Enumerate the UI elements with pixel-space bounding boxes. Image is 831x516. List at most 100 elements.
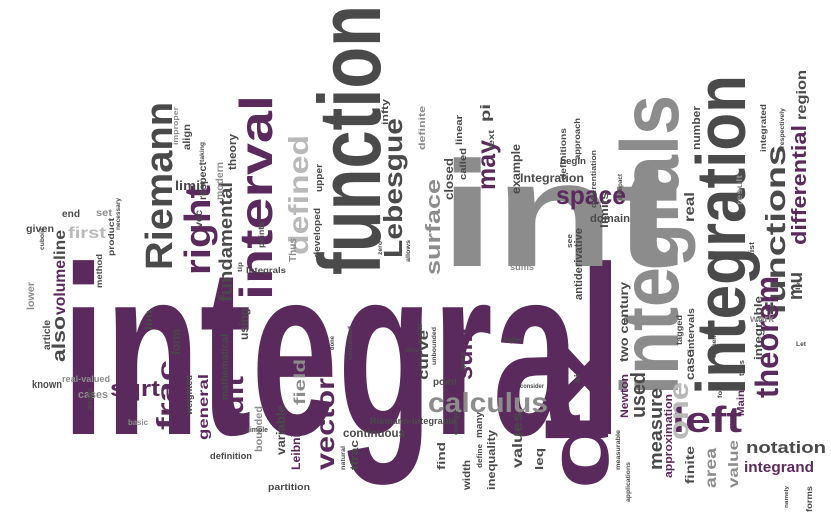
word-text: text <box>487 130 496 150</box>
word-continuous: continuous <box>343 426 405 440</box>
word-integrand: integrand <box>744 459 814 476</box>
word-scalar: scalar <box>417 323 424 345</box>
word-differential: differential <box>789 125 811 245</box>
word-Riemann-integrable: Riemann-integrable <box>370 416 456 426</box>
word-see: see <box>567 234 574 248</box>
word-tfrac: tfrac <box>349 440 361 470</box>
word-left: left <box>672 399 742 440</box>
word-defined: defined <box>283 135 314 255</box>
word-antiderivative: antiderivative <box>573 228 585 300</box>
word-limit: limit <box>175 178 206 193</box>
word-end: end <box>62 209 80 220</box>
word-function: function <box>300 5 399 275</box>
word-vector: vector <box>310 378 340 470</box>
word-work: work <box>749 314 774 325</box>
word-taking: taking <box>200 142 206 162</box>
word-wedge: wedge <box>87 388 94 411</box>
word-calculated: calculated <box>348 326 354 360</box>
word-simple: simple <box>246 427 268 434</box>
word-measure: measure <box>646 388 666 470</box>
word-thus: thus <box>739 360 746 376</box>
word-value: value <box>725 440 741 488</box>
word-zero: zero <box>378 241 384 255</box>
word-closed: closed <box>442 158 456 200</box>
word-volume: volume <box>52 260 69 315</box>
word-number: number <box>691 105 703 150</box>
word-integrated: integrated <box>759 104 768 152</box>
word-fold: fold <box>718 384 724 398</box>
word-leq: leq <box>534 448 546 470</box>
word-measurable: measurable <box>616 429 622 470</box>
word-exist: exist <box>749 241 756 262</box>
word-line: line <box>52 230 69 260</box>
word-done: done <box>330 335 336 350</box>
word-bounded: bounded <box>254 406 265 452</box>
word-area: area <box>703 448 720 488</box>
word-fundamental: fundamental <box>216 182 236 302</box>
word-Riemann: Riemann <box>139 102 181 270</box>
word-modern: modern <box>215 162 226 200</box>
word-point: point <box>433 377 458 388</box>
word-Main: Main <box>736 390 747 416</box>
word-functions: functions <box>760 145 791 315</box>
word-article: article <box>42 320 53 350</box>
word-width: width <box>462 460 473 491</box>
word-namely: namely <box>784 486 790 508</box>
word-may: may <box>471 139 501 190</box>
word-compact: compact <box>618 174 624 200</box>
word-infty: infty <box>380 99 390 125</box>
word-tip: tip <box>238 262 244 272</box>
word-product: product <box>107 218 116 256</box>
word-calculus: calculus <box>428 387 548 418</box>
word-result: result <box>735 175 744 205</box>
word-mathematical: mathematical <box>220 334 231 400</box>
word-le: le <box>796 281 802 290</box>
word-int: int <box>440 130 680 298</box>
word-integral: integral <box>62 217 622 485</box>
word-inequality: inequality <box>486 429 498 490</box>
word-sqrt: sqrt <box>110 376 161 401</box>
word-developed: developed <box>312 208 322 258</box>
word-Let: Let <box>796 342 806 348</box>
word-lim: lim <box>144 310 155 330</box>
word-example: example <box>509 144 523 194</box>
word-begin: begin <box>560 156 586 166</box>
word-integrals: integrals <box>605 95 696 395</box>
word-known: known <box>32 379 62 391</box>
word-lower: lower <box>26 282 37 310</box>
word-find: find <box>436 442 448 470</box>
word-definitions: definitions <box>559 127 568 180</box>
word-interval: interval <box>230 95 282 300</box>
word-points: points <box>257 221 266 248</box>
word-sums: sums <box>510 262 534 272</box>
word-real: real <box>681 192 697 222</box>
word-respect: respect <box>198 161 209 200</box>
word-cases: cases <box>78 389 108 401</box>
word-also: also <box>49 316 69 362</box>
word-elements: elements <box>712 329 718 358</box>
word-real-valued: real-valued <box>62 374 110 384</box>
word-Leibniz: Leibniz <box>289 428 303 470</box>
word-partition: partition <box>268 482 310 492</box>
word-approximation: approximation <box>663 394 675 478</box>
word-xi: xi <box>573 374 582 384</box>
word-given: given <box>26 224 54 235</box>
word-surface: surface <box>423 179 445 275</box>
word-Lebesgue: Lebesgue <box>378 118 408 258</box>
word-differentiation: differentiation <box>591 150 598 208</box>
word-frac: frac <box>151 360 181 430</box>
word-forms: forms <box>805 485 814 512</box>
word-unbounded: unbounded <box>432 327 438 365</box>
word-higher: higher <box>504 337 522 344</box>
word-first: first <box>68 225 107 242</box>
word-mu: mu <box>785 272 807 300</box>
word-linear: linear <box>454 114 464 145</box>
word-form: form <box>169 329 183 355</box>
word-omega: omega <box>453 411 460 435</box>
word-space: space <box>556 180 626 210</box>
word-Thus: Thus <box>288 238 299 262</box>
word-many: many <box>474 412 484 438</box>
word-Integration-small: Integration <box>520 171 584 185</box>
word-theorem: theorem <box>749 276 785 398</box>
